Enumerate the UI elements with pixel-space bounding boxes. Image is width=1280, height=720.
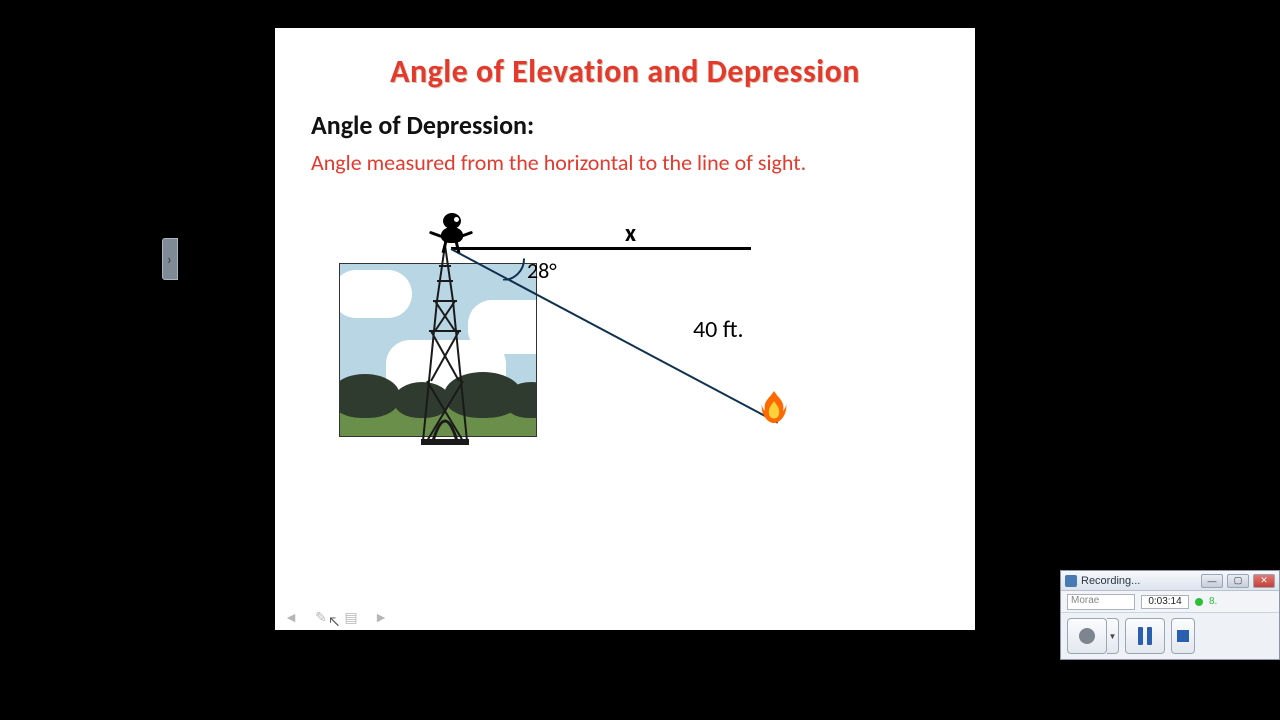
recording-titlebar[interactable]: Recording... — ▢ ✕ [1061, 571, 1279, 591]
recording-title: Recording... [1081, 575, 1197, 587]
slide-definition: Angle measured from the horizontal to th… [311, 149, 939, 177]
next-slide-button[interactable]: ► [371, 608, 391, 626]
pause-button[interactable] [1125, 618, 1165, 654]
pause-icon [1138, 627, 1143, 645]
recording-controls: ▼ [1061, 613, 1279, 659]
minimize-button[interactable]: — [1201, 574, 1223, 588]
record-button[interactable] [1067, 618, 1107, 654]
recording-info-bar: Morae 0:03:14 8. [1061, 591, 1279, 613]
slide-title: Angle of Elevation and Depression [275, 52, 975, 91]
record-icon [1079, 628, 1095, 644]
horizontal-line [451, 247, 751, 250]
status-led-icon [1195, 598, 1203, 606]
status-value: 8. [1209, 596, 1217, 607]
close-button[interactable]: ✕ [1253, 574, 1275, 588]
tower-icon [415, 241, 475, 451]
stop-button[interactable] [1171, 618, 1195, 654]
diagram-area: x 28° 40 ft. [275, 177, 975, 527]
pause-icon [1147, 627, 1152, 645]
cloud-shape [339, 270, 412, 318]
profile-dropdown[interactable]: Morae [1067, 594, 1135, 610]
stop-icon [1177, 630, 1189, 642]
elapsed-time: 0:03:14 [1141, 595, 1189, 609]
x-label: x [625, 219, 636, 248]
recording-window: Recording... — ▢ ✕ Morae 0:03:14 8. ▼ [1060, 570, 1280, 660]
distance-label: 40 ft. [693, 315, 744, 344]
recorder-app-icon [1065, 575, 1077, 587]
prev-slide-button[interactable]: ◄ [281, 608, 301, 626]
slide-menu-button[interactable]: ▤ [341, 608, 361, 626]
fire-icon [759, 389, 789, 425]
side-panel-handle[interactable] [162, 238, 178, 280]
record-options-button[interactable]: ▼ [1107, 618, 1119, 654]
observer-figure [425, 213, 473, 255]
presentation-slide: Angle of Elevation and Depression Angle … [275, 28, 975, 630]
angle-label: 28° [527, 257, 557, 284]
slide-subtitle: Angle of Depression: [311, 109, 975, 141]
maximize-button[interactable]: ▢ [1227, 574, 1249, 588]
cursor-icon: ↖ [328, 613, 340, 630]
